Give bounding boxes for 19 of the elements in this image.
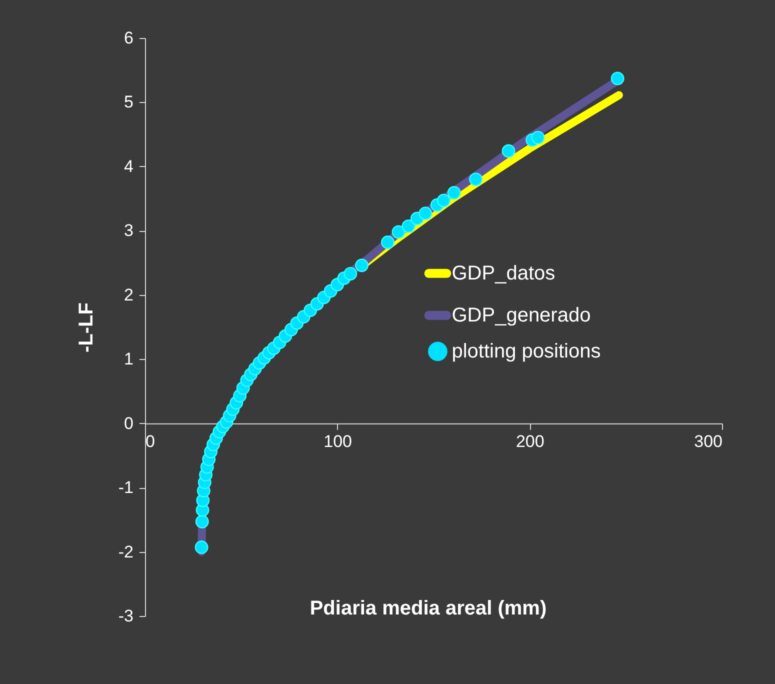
- x-axis-title: Pdiaria media areal (mm): [310, 598, 547, 620]
- legend-label: plotting positions: [452, 340, 601, 362]
- y-tick-label: 1: [124, 350, 134, 369]
- y-tick-label: 6: [124, 28, 134, 48]
- y-tick-label: -3: [118, 606, 134, 626]
- y-tick-label: 2: [124, 285, 134, 304]
- y-tick-label: -1: [118, 478, 134, 498]
- y-axis-title: -L-LF: [75, 302, 98, 352]
- x-tick-label: 0: [146, 432, 155, 451]
- x-tick-label: 300: [694, 432, 722, 451]
- legend-label: GDP_generado: [452, 304, 591, 326]
- x-tick-label: 200: [516, 432, 544, 451]
- y-tick-label: 0: [124, 414, 134, 433]
- y-tick-label: 5: [124, 92, 134, 112]
- y-tick-label: 3: [124, 221, 134, 240]
- x-tick-label: 100: [324, 432, 352, 451]
- y-tick-label: 4: [124, 156, 134, 176]
- y-tick-label: -2: [118, 542, 134, 562]
- legend-label: GDP_datos: [452, 262, 556, 284]
